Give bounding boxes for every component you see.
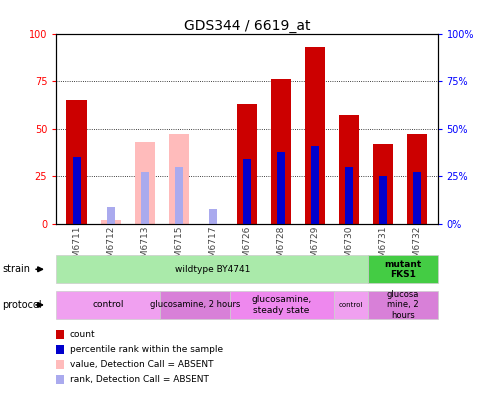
Text: count: count <box>70 330 95 339</box>
Bar <box>73 157 81 224</box>
Bar <box>208 209 216 224</box>
Text: glucosamine,
steady state: glucosamine, steady state <box>251 295 311 314</box>
Bar <box>338 115 359 224</box>
Text: protocol: protocol <box>2 300 42 310</box>
Bar <box>236 104 257 224</box>
Bar <box>141 172 148 224</box>
Bar <box>310 146 318 224</box>
Bar <box>175 167 183 224</box>
Text: wildtype BY4741: wildtype BY4741 <box>174 265 249 274</box>
Text: glucosa
mine, 2
hours: glucosa mine, 2 hours <box>386 290 418 320</box>
Bar <box>243 159 250 224</box>
Bar <box>304 47 325 224</box>
Bar <box>66 100 87 224</box>
Bar <box>372 144 392 224</box>
Bar <box>134 142 155 224</box>
Title: GDS344 / 6619_at: GDS344 / 6619_at <box>183 19 309 32</box>
Bar <box>270 79 291 224</box>
Text: mutant
FKS1: mutant FKS1 <box>384 260 421 279</box>
Bar <box>277 152 285 224</box>
Bar <box>106 207 114 224</box>
Text: strain: strain <box>2 264 30 274</box>
Bar <box>101 220 121 224</box>
Bar <box>406 134 427 224</box>
Text: rank, Detection Call = ABSENT: rank, Detection Call = ABSENT <box>70 375 208 384</box>
Text: control: control <box>338 302 363 308</box>
Bar <box>412 172 420 224</box>
Bar <box>379 176 386 224</box>
Text: glucosamine, 2 hours: glucosamine, 2 hours <box>149 301 240 309</box>
Bar <box>168 134 189 224</box>
Text: value, Detection Call = ABSENT: value, Detection Call = ABSENT <box>70 360 213 369</box>
Bar <box>345 167 352 224</box>
Text: control: control <box>92 301 124 309</box>
Text: percentile rank within the sample: percentile rank within the sample <box>70 345 223 354</box>
